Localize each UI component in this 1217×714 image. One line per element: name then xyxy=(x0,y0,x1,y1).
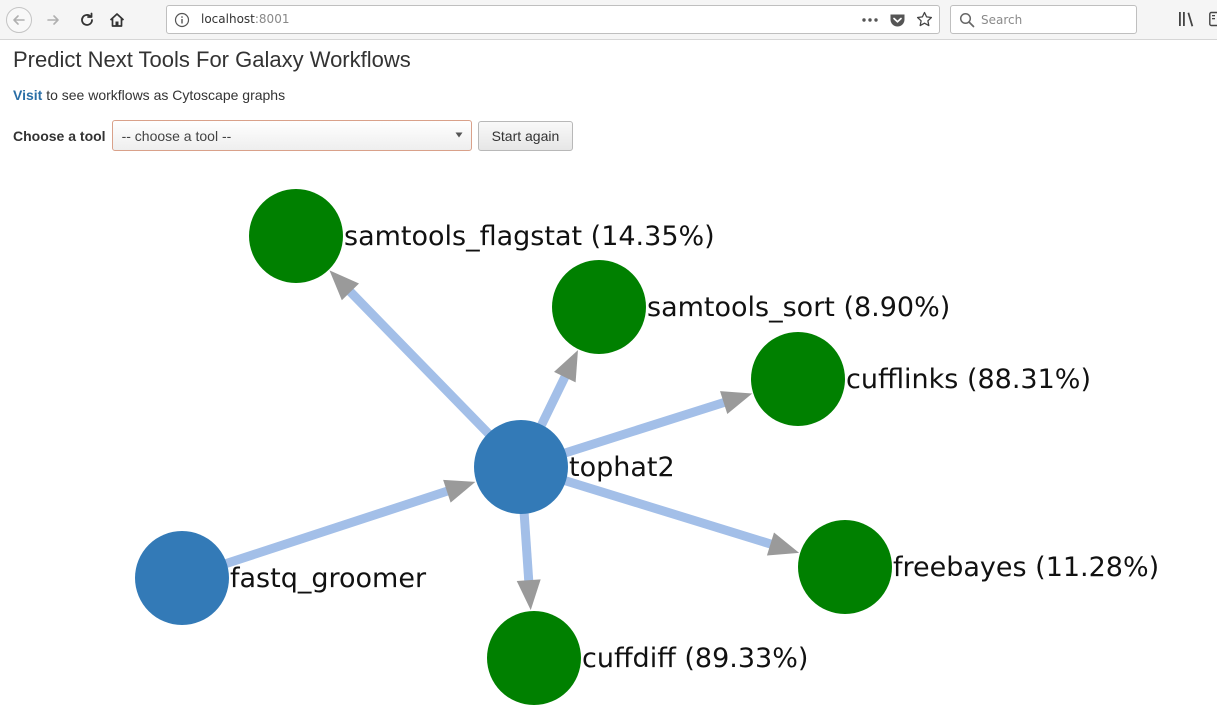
graph-node-label: fastq_groomer xyxy=(230,563,427,594)
search-icon xyxy=(959,12,975,33)
graph-node-label: samtools_flagstat (14.35%) xyxy=(344,221,715,252)
graph-arrow-freebayes xyxy=(766,532,800,556)
url-port: :8001 xyxy=(254,12,290,26)
sidebar-icon[interactable] xyxy=(1209,11,1217,32)
page-actions-icon[interactable] xyxy=(861,12,879,28)
graph-node-label: cuffdiff (89.33%) xyxy=(582,643,808,674)
graph-node-circle[interactable] xyxy=(474,420,568,514)
start-again-button[interactable]: Start again xyxy=(477,120,574,151)
arrow-right-icon xyxy=(47,15,59,25)
home-button[interactable] xyxy=(104,7,130,33)
forward-button[interactable] xyxy=(40,7,66,33)
visit-line: Visit to see workflows as Cytoscape grap… xyxy=(13,87,285,103)
graph-node-circle[interactable] xyxy=(135,531,229,625)
reload-button[interactable] xyxy=(74,7,100,33)
graph-arrow-samtools_sort xyxy=(554,350,578,383)
graph-node-circle[interactable] xyxy=(552,260,646,354)
reload-icon xyxy=(81,12,93,26)
url-text[interactable]: localhost:8001 xyxy=(201,12,289,26)
graph-edge-tophat2-to-cuffdiff xyxy=(519,511,534,583)
graph-node-circle[interactable] xyxy=(487,611,581,705)
bookmark-star-icon[interactable] xyxy=(916,11,933,28)
graph-arrow-tophat2 xyxy=(443,479,476,503)
graph-node-label: samtools_sort (8.90%) xyxy=(647,292,950,323)
graph-node-circle[interactable] xyxy=(751,332,845,426)
graph-node-circle[interactable] xyxy=(798,520,892,614)
site-info-icon[interactable] xyxy=(174,12,190,33)
url-bar[interactable]: localhost:8001 xyxy=(166,5,940,34)
graph-node-label: freebayes (11.28%) xyxy=(893,552,1159,583)
graph-arrow-cuffdiff xyxy=(516,579,541,611)
tool-graph: fastq_groomer tophat2 samtools_flagstat (1… xyxy=(135,189,1159,705)
graph-node-label: cufflinks (88.31%) xyxy=(846,364,1091,395)
home-icon xyxy=(109,13,125,27)
browser-search-bar[interactable] xyxy=(950,5,1137,34)
graph-edge-tophat2-to-samtools_sort xyxy=(536,373,570,429)
graph-node-freebayes[interactable]: freebayes (11.28%) xyxy=(798,520,1159,614)
url-host: localhost xyxy=(201,12,255,26)
tool-label: Choose a tool xyxy=(13,127,106,144)
graph-node-label: tophat2 xyxy=(569,452,675,483)
page-title: Predict Next Tools For Galaxy Workflows xyxy=(13,47,411,72)
graph-edge-fastq_groomer-to-tophat2 xyxy=(223,486,451,569)
browser-toolbar: localhost:8001 xyxy=(0,0,1217,40)
tool-selector-row: Choose a tool -- choose a tool -- Start … xyxy=(13,120,574,151)
graph-node-fastq_groomer[interactable]: fastq_groomer xyxy=(135,531,427,625)
graph-node-circle[interactable] xyxy=(249,189,343,283)
graph-node-cufflinks[interactable]: cufflinks (88.31%) xyxy=(751,332,1091,426)
tool-select[interactable]: -- choose a tool -- xyxy=(111,120,472,151)
graph-node-tophat2[interactable]: tophat2 xyxy=(474,420,675,514)
graph-edge-tophat2-to-cufflinks xyxy=(562,397,727,458)
visit-description: to see workflows as Cytoscape graphs xyxy=(42,87,286,103)
visit-link[interactable]: Visit xyxy=(13,87,43,103)
graph-edge-tophat2-to-samtools_flagstat xyxy=(345,287,493,438)
graph-node-samtools_sort[interactable]: samtools_sort (8.90%) xyxy=(552,260,950,354)
graph-node-samtools_flagstat[interactable]: samtools_flagstat (14.35%) xyxy=(249,189,715,283)
graph-edge-tophat2-to-freebayes xyxy=(562,475,774,549)
library-icon[interactable] xyxy=(1178,11,1196,32)
graph-arrow-samtools_flagstat xyxy=(329,270,360,301)
tool-select-value: -- choose a tool -- xyxy=(121,127,232,144)
chevron-down-icon xyxy=(455,132,463,138)
graph-arrow-cufflinks xyxy=(720,391,753,415)
graph-node-cuffdiff[interactable]: cuffdiff (89.33%) xyxy=(487,611,808,705)
back-button[interactable] xyxy=(6,7,32,33)
arrow-left-icon xyxy=(13,15,25,25)
pocket-icon[interactable] xyxy=(889,12,906,28)
search-input[interactable] xyxy=(981,10,1131,30)
